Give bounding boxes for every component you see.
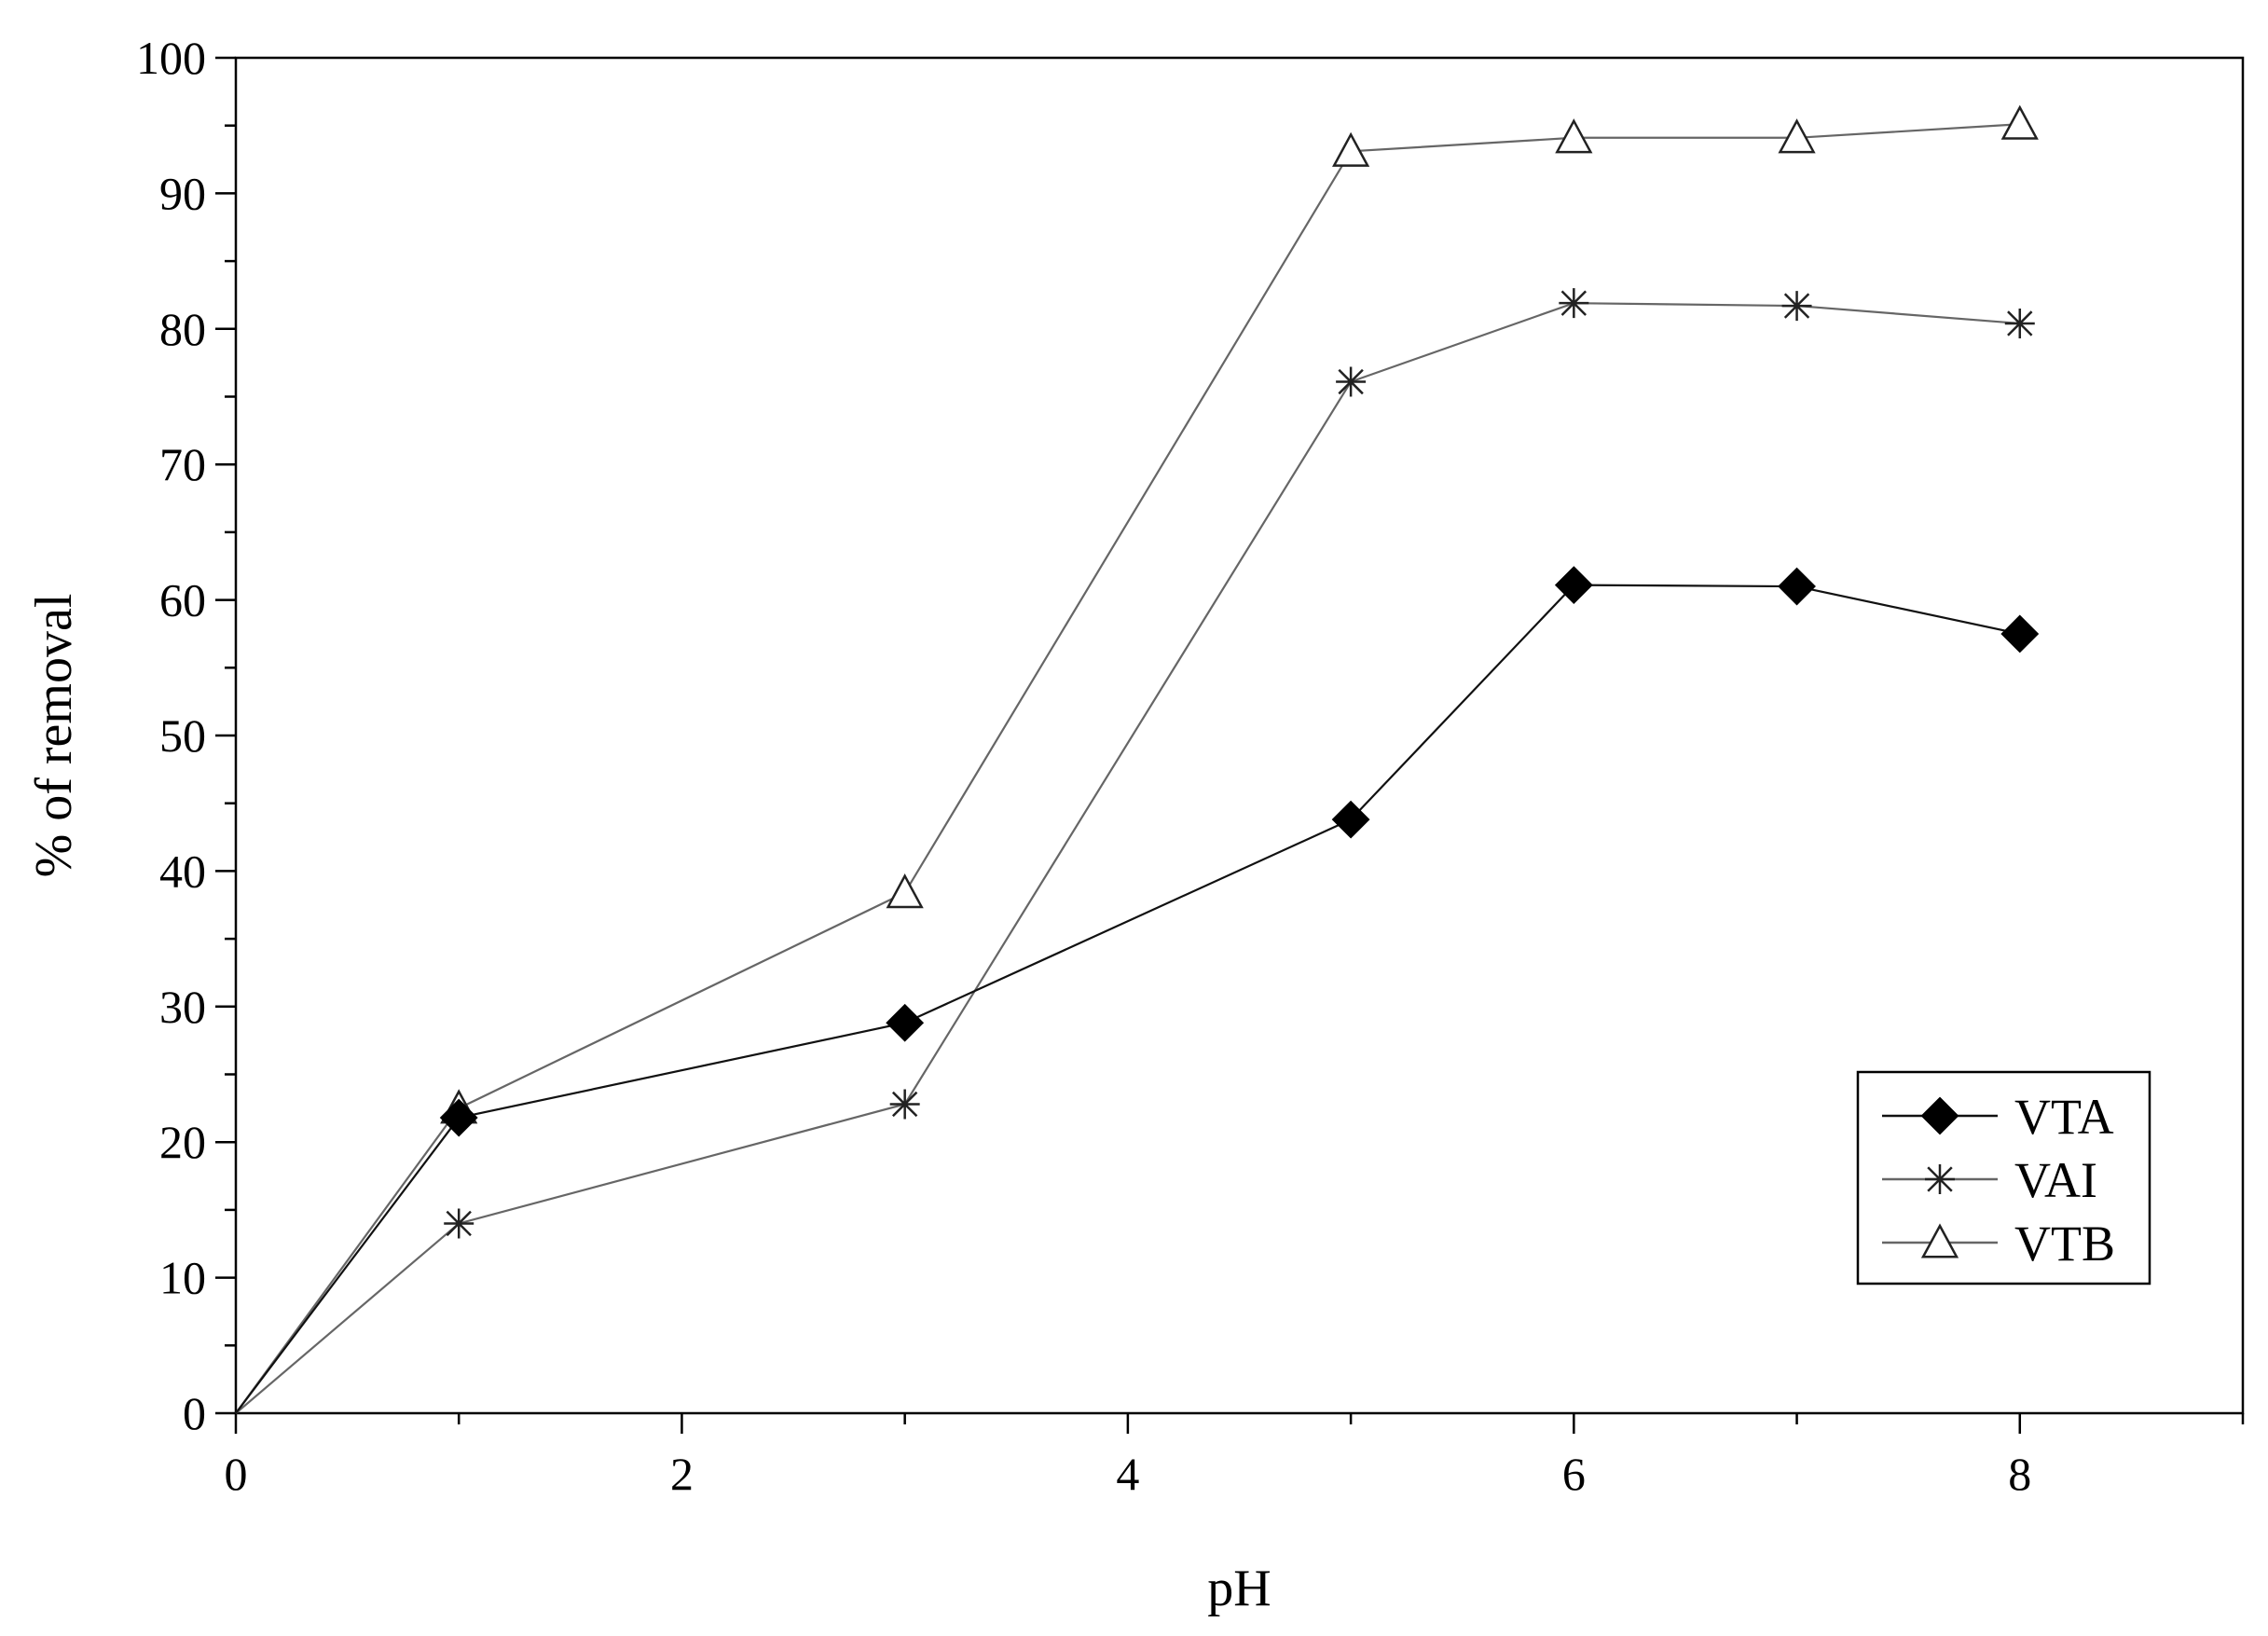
data-point-vta — [886, 1003, 925, 1042]
data-point-vai — [1336, 366, 1367, 397]
diamond-marker — [1920, 1096, 1959, 1135]
data-point-vtb — [886, 873, 924, 909]
data-point-vai — [1559, 288, 1589, 319]
y-tick-label: 10 — [159, 1252, 206, 1304]
legend-marker-vai — [1925, 1164, 1955, 1194]
diamond-marker — [2000, 614, 2040, 653]
y-tick-label: 20 — [159, 1116, 206, 1168]
data-point-vta — [439, 1098, 478, 1137]
x-tick-label: 4 — [1116, 1448, 1139, 1500]
y-tick-label: 50 — [159, 709, 206, 762]
triangle-marker — [886, 873, 924, 909]
legend-marker-vta — [1920, 1096, 1959, 1135]
data-point-vai — [889, 1089, 920, 1120]
diamond-marker — [1554, 566, 1593, 605]
data-point-vtb — [1778, 118, 1816, 154]
y-tick-label: 90 — [159, 167, 206, 219]
data-point-vtb — [1332, 131, 1370, 167]
triangle-marker — [1920, 1223, 1959, 1258]
asterisk-marker — [1336, 366, 1367, 397]
data-point-vta — [2000, 614, 2040, 653]
x-tick-label: 0 — [225, 1448, 248, 1500]
data-point-vai — [444, 1208, 474, 1239]
y-tick-label: 60 — [159, 574, 206, 626]
x-tick-label: 6 — [1562, 1448, 1586, 1500]
triangle-marker — [2000, 104, 2039, 140]
y-tick-label: 30 — [159, 981, 206, 1033]
diamond-marker — [886, 1003, 925, 1042]
diamond-marker — [1778, 567, 1816, 606]
y-tick-label: 80 — [159, 303, 206, 355]
series-lines — [235, 123, 2021, 1414]
asterisk-marker — [1925, 1164, 1955, 1194]
legend-item-vta: VTA — [1882, 1089, 2114, 1145]
asterisk-marker — [1559, 288, 1589, 319]
x-tick-label: 8 — [2008, 1448, 2031, 1500]
x-tick-label: 2 — [670, 1448, 694, 1500]
series-line-vtb — [235, 123, 2020, 1414]
x-axis-ticks: 0 2 4 6 8 — [225, 1413, 2245, 1500]
triangle-marker — [1332, 131, 1370, 167]
legend-label-vtb: VTB — [2014, 1216, 2115, 1272]
asterisk-marker — [889, 1089, 920, 1120]
data-point-vtb — [2000, 104, 2039, 140]
y-tick-label: 100 — [136, 32, 206, 84]
legend-item-vtb: VTB — [1882, 1216, 2115, 1272]
asterisk-marker — [1781, 291, 1812, 322]
legend-box — [1856, 1070, 2151, 1285]
triangle-marker — [1778, 118, 1816, 154]
diamond-marker — [1331, 800, 1370, 839]
y-axis-ticks: 0 10 20 30 40 50 60 70 80 90 100 — [136, 32, 236, 1439]
legend-label-vai: VAI — [2014, 1152, 2097, 1208]
legend: VTA VAI VTB — [1856, 1070, 2151, 1285]
data-point-vta — [1778, 567, 1816, 606]
y-axis-title: % of removal — [25, 594, 83, 878]
asterisk-marker — [2004, 308, 2035, 338]
data-point-vtb — [1555, 118, 1593, 154]
series-markers — [439, 104, 2040, 1239]
series-line-vai — [235, 302, 2020, 1414]
x-axis-title: pH — [1207, 1560, 1271, 1617]
legend-item-vai: VAI — [1882, 1152, 2097, 1208]
series-line-vta — [235, 584, 2021, 1414]
y-tick-label: 70 — [159, 438, 206, 490]
legend-marker-vtb — [1920, 1223, 1959, 1258]
y-tick-label: 40 — [159, 845, 206, 897]
data-point-vta — [1331, 800, 1370, 839]
triangle-marker — [1555, 118, 1593, 154]
legend-label-vta: VTA — [2014, 1089, 2114, 1145]
diamond-marker — [439, 1098, 478, 1137]
asterisk-marker — [444, 1208, 474, 1239]
data-point-vai — [1781, 291, 1812, 322]
data-point-vta — [1554, 566, 1593, 605]
legend-items: VTA VAI VTB — [1882, 1089, 2115, 1272]
data-point-vai — [2004, 308, 2035, 338]
y-tick-label: 0 — [183, 1387, 206, 1439]
